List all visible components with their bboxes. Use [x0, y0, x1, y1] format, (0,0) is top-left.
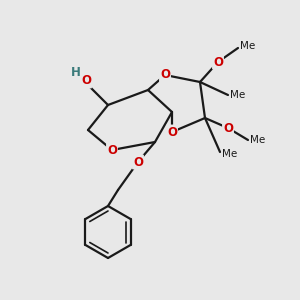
Text: H: H [71, 67, 81, 80]
Text: O: O [81, 74, 91, 88]
Text: O: O [133, 155, 143, 169]
Text: O: O [213, 56, 223, 68]
Text: Me: Me [250, 135, 265, 145]
Text: Me: Me [240, 41, 255, 51]
Text: O: O [167, 125, 177, 139]
Text: O: O [107, 143, 117, 157]
Text: Me: Me [222, 149, 237, 159]
Text: Me: Me [230, 90, 245, 100]
Text: O: O [160, 68, 170, 82]
Text: O: O [223, 122, 233, 134]
